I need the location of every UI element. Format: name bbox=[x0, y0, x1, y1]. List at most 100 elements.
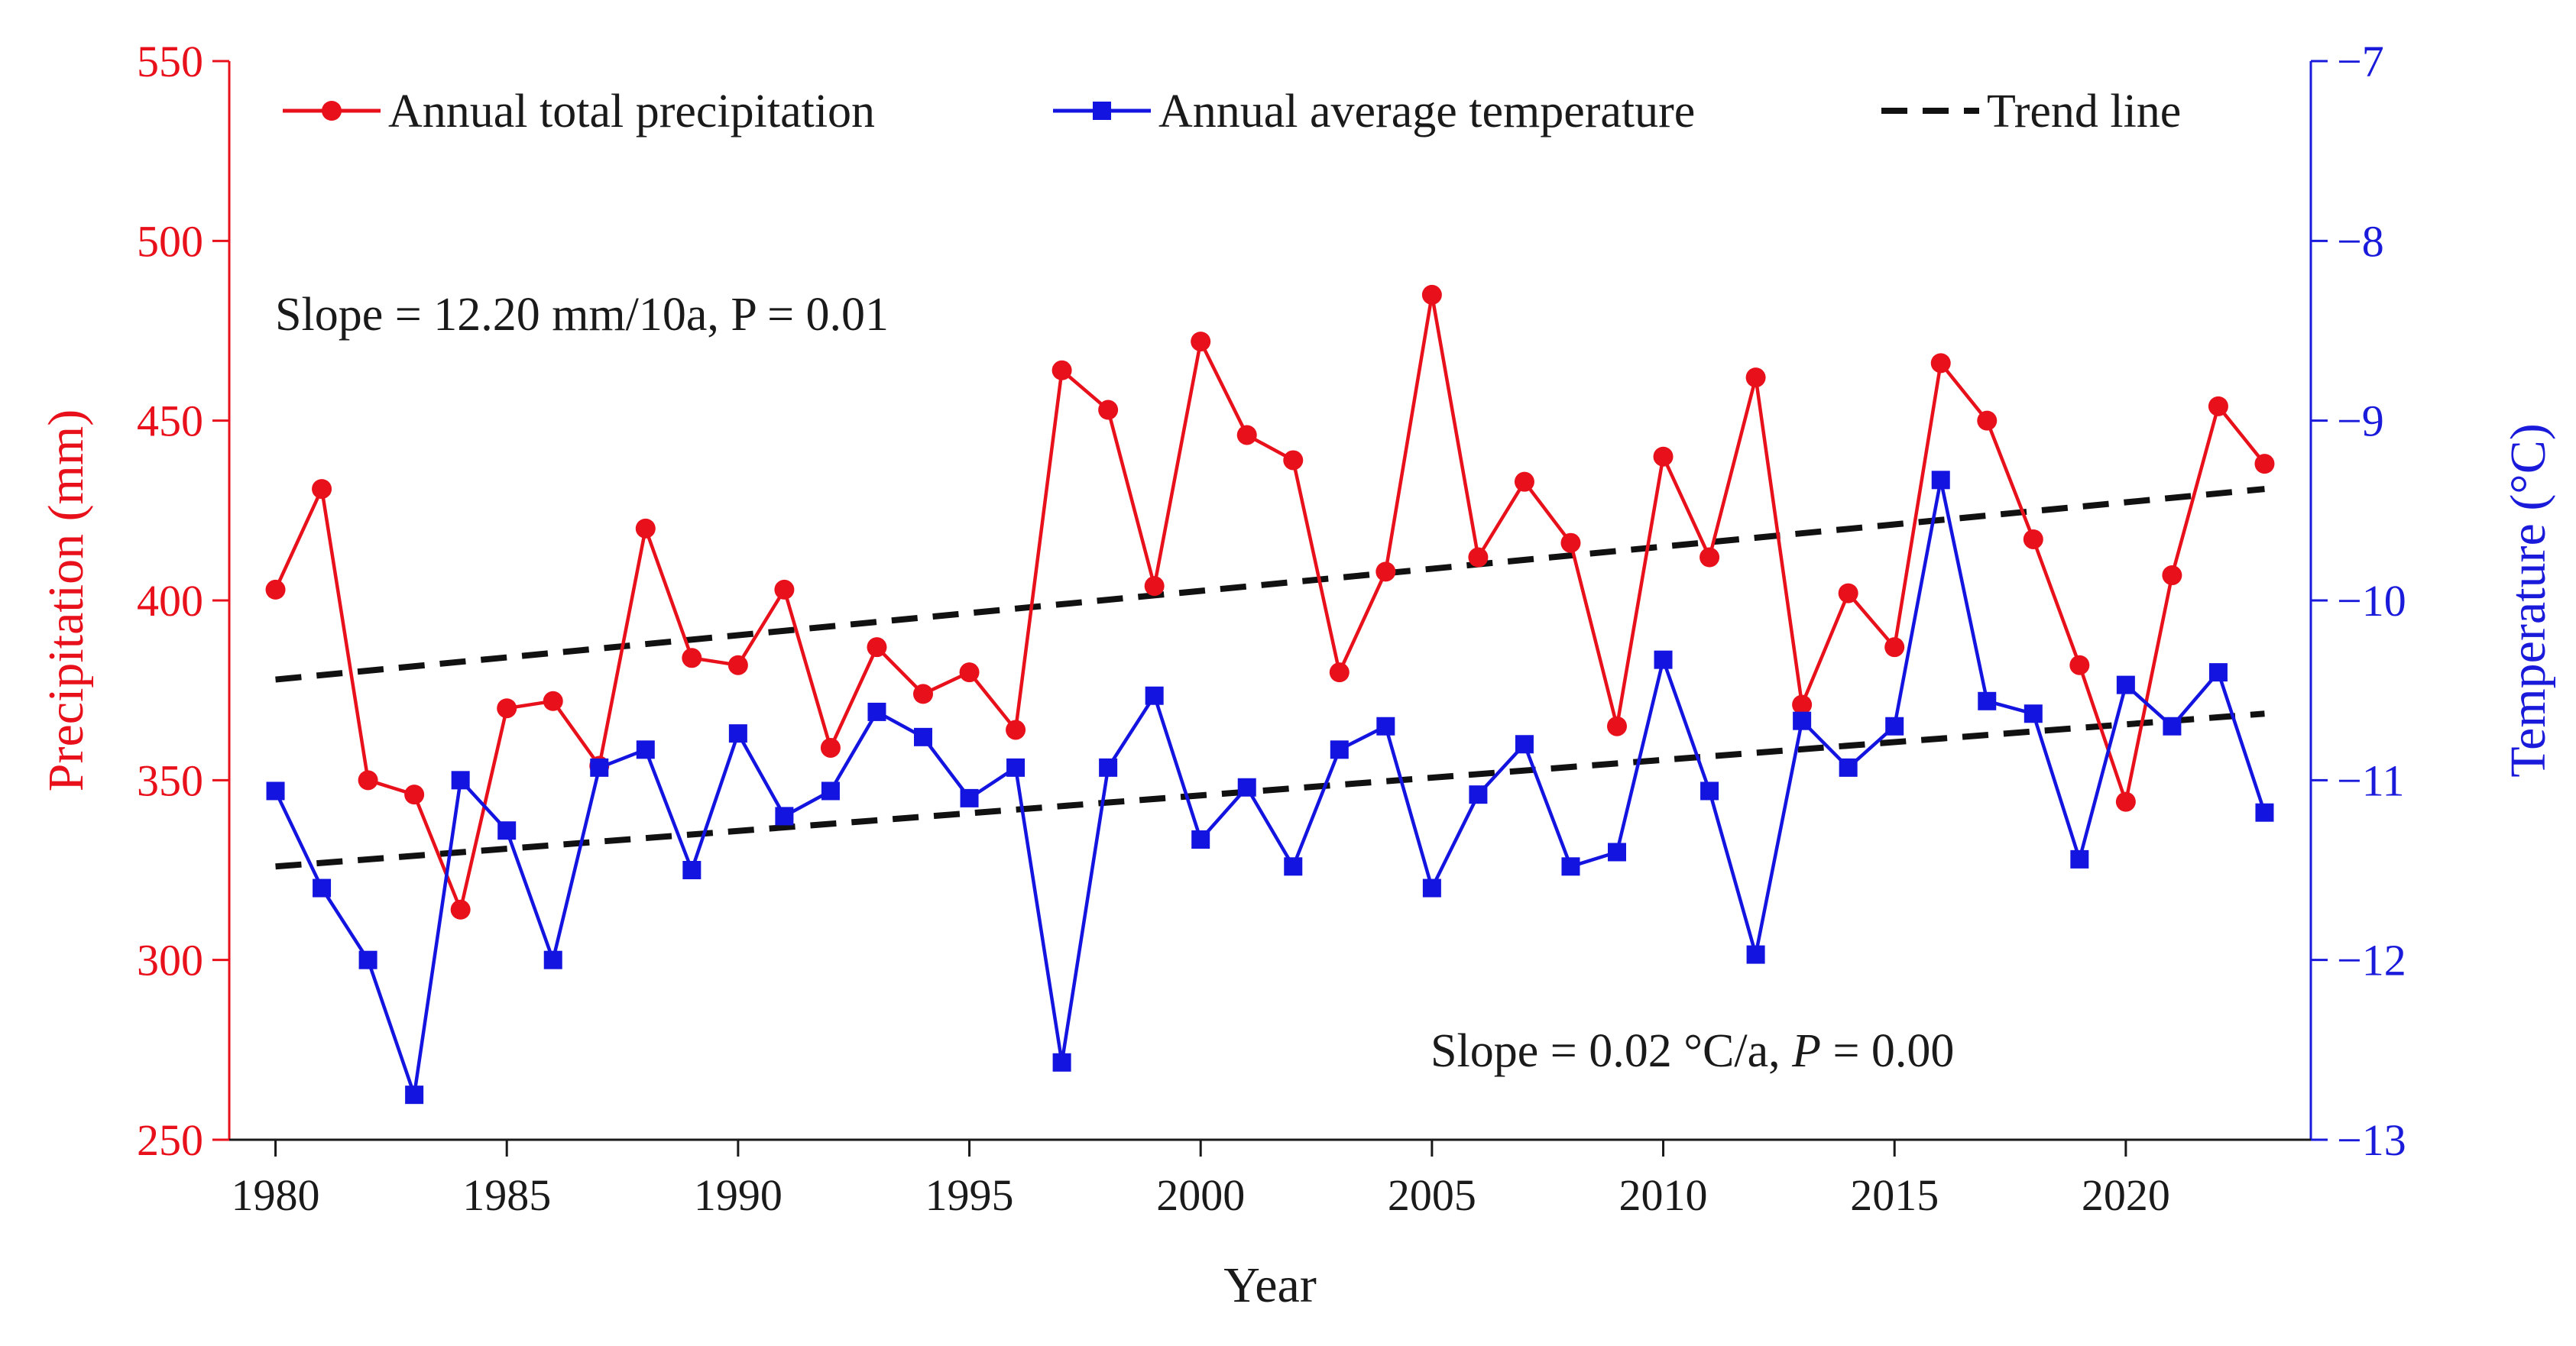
temperature-point bbox=[1978, 691, 1997, 710]
temperature-slope-p: P bbox=[1791, 1025, 1821, 1077]
x-axis-tick-label: 2015 bbox=[1850, 1170, 1939, 1220]
temperature-point bbox=[1654, 650, 1673, 669]
legend-precipitation-marker bbox=[322, 101, 342, 121]
precipitation-point bbox=[635, 518, 656, 539]
temperature-point bbox=[2116, 675, 2135, 694]
x-axis-tick-label: 2000 bbox=[1156, 1170, 1245, 1220]
right-axis-tick-label: −7 bbox=[2337, 37, 2384, 86]
x-axis-title: Year bbox=[1223, 1257, 1317, 1313]
right-axis-title: Temperature (°C) bbox=[2500, 423, 2556, 777]
temperature-point bbox=[1006, 758, 1026, 777]
temperature-slope-annotation: Slope = 0.02 °C/a, P = 0.00 bbox=[1431, 1025, 1954, 1077]
left-axis-tick-label: 250 bbox=[137, 1115, 203, 1165]
temperature-point bbox=[1330, 740, 1349, 759]
temperature-point bbox=[1608, 843, 1626, 862]
temperature-point bbox=[266, 781, 285, 801]
precipitation-point bbox=[913, 684, 933, 704]
right-axis-ticks: −13 −12 −11 −10 −9 −8 −7 bbox=[2311, 37, 2406, 1165]
x-axis-tick-label: 2005 bbox=[1388, 1170, 1476, 1220]
right-axis-tick-label: −10 bbox=[2337, 576, 2406, 626]
temperature-point bbox=[1422, 878, 1441, 898]
right-axis-tick-label: −9 bbox=[2337, 396, 2384, 446]
precipitation-point bbox=[2115, 791, 2136, 812]
temperature-point bbox=[914, 727, 932, 746]
left-axis-tick-label: 550 bbox=[137, 37, 203, 86]
temperature-point bbox=[1515, 735, 1534, 754]
left-axis-tick-label: 500 bbox=[137, 216, 203, 266]
temperature-point bbox=[1099, 758, 1118, 777]
legend-item-temperature: Annual average temperature bbox=[1053, 86, 1695, 138]
left-axis-tick-label: 450 bbox=[137, 396, 203, 446]
precipitation-point bbox=[2254, 454, 2275, 474]
temperature-point bbox=[1469, 785, 1488, 804]
legend-precipitation-label: Annual total precipitation bbox=[388, 86, 875, 138]
x-axis-tick-label: 1990 bbox=[694, 1170, 783, 1220]
temperature-slope-suffix: = 0.00 bbox=[1821, 1025, 1954, 1077]
temperature-point bbox=[2163, 717, 2182, 736]
legend-item-precipitation: Annual total precipitation bbox=[283, 86, 875, 138]
right-axis-tick-label: −11 bbox=[2337, 756, 2405, 805]
temperature-point bbox=[821, 781, 840, 801]
right-axis-tick-label: −8 bbox=[2337, 216, 2384, 266]
precipitation-point bbox=[1930, 353, 1951, 374]
precipitation-point bbox=[2208, 396, 2228, 416]
legend-temperature-marker bbox=[1093, 102, 1111, 120]
x-axis-tick-label: 1995 bbox=[925, 1170, 1014, 1220]
legend: Annual total precipitation Annual averag… bbox=[283, 86, 2181, 138]
precipitation-point bbox=[404, 785, 425, 805]
left-axis-tick-label: 300 bbox=[137, 936, 203, 985]
precipitation-point bbox=[2162, 565, 2182, 586]
precipitation-point bbox=[774, 579, 795, 600]
legend-trend-label: Trend line bbox=[1987, 86, 2181, 138]
temperature-point bbox=[1700, 781, 1719, 801]
precipitation-point bbox=[312, 479, 332, 500]
precipitation-point bbox=[1144, 576, 1165, 597]
trend-line-temperature bbox=[275, 710, 2265, 870]
temperature-point bbox=[590, 758, 609, 777]
temperature-point bbox=[543, 950, 562, 969]
precipitation-series-line bbox=[274, 293, 2267, 912]
precipitation-point bbox=[867, 637, 887, 658]
temperature-point bbox=[1885, 717, 1904, 736]
precipitation-point bbox=[1560, 532, 1581, 553]
precipitation-point bbox=[959, 662, 980, 683]
precipitation-point bbox=[1421, 284, 1442, 305]
precipitation-point bbox=[265, 579, 286, 600]
temperature-point bbox=[2255, 803, 2274, 822]
precipitation-point bbox=[2023, 529, 2043, 549]
temperature-point bbox=[451, 771, 470, 790]
x-axis-ticks: 1980 1985 1990 1995 2000 2005 2010 2015 2020 bbox=[232, 1140, 2170, 1220]
temperature-point bbox=[1931, 471, 1950, 490]
temperature-point bbox=[313, 878, 332, 898]
precipitation-point bbox=[1283, 450, 1304, 471]
temperature-point bbox=[405, 1086, 424, 1105]
precipitation-point bbox=[727, 655, 748, 675]
temperature-point bbox=[497, 821, 517, 840]
left-axis-tick-label: 350 bbox=[137, 756, 203, 805]
precipitation-point bbox=[2069, 655, 2090, 675]
precipitation-point bbox=[450, 899, 471, 920]
data-series bbox=[265, 284, 2275, 1105]
precipitation-point bbox=[1653, 446, 1674, 467]
temperature-point bbox=[1561, 857, 1580, 876]
legend-temperature-label: Annual average temperature bbox=[1158, 86, 1695, 138]
precipitation-point bbox=[1236, 425, 1257, 445]
temperature-point bbox=[1145, 686, 1164, 705]
temperature-point bbox=[960, 788, 979, 807]
precipitation-point bbox=[1838, 583, 1858, 603]
temperature-point bbox=[358, 950, 377, 969]
temperature-point bbox=[728, 724, 747, 743]
precipitation-point bbox=[1006, 720, 1026, 740]
x-axis-tick-label: 2020 bbox=[2082, 1170, 2170, 1220]
temperature-point bbox=[636, 740, 655, 759]
precipitation-point bbox=[1514, 471, 1534, 492]
temperature-point bbox=[775, 807, 794, 826]
temperature-point bbox=[1746, 945, 1765, 964]
temperature-point bbox=[1191, 830, 1210, 849]
temperature-point bbox=[1376, 717, 1395, 736]
precipitation-point bbox=[1700, 547, 1720, 568]
precipitation-point bbox=[820, 737, 841, 758]
temperature-point bbox=[1052, 1053, 1071, 1072]
precipitation-point bbox=[358, 770, 378, 791]
